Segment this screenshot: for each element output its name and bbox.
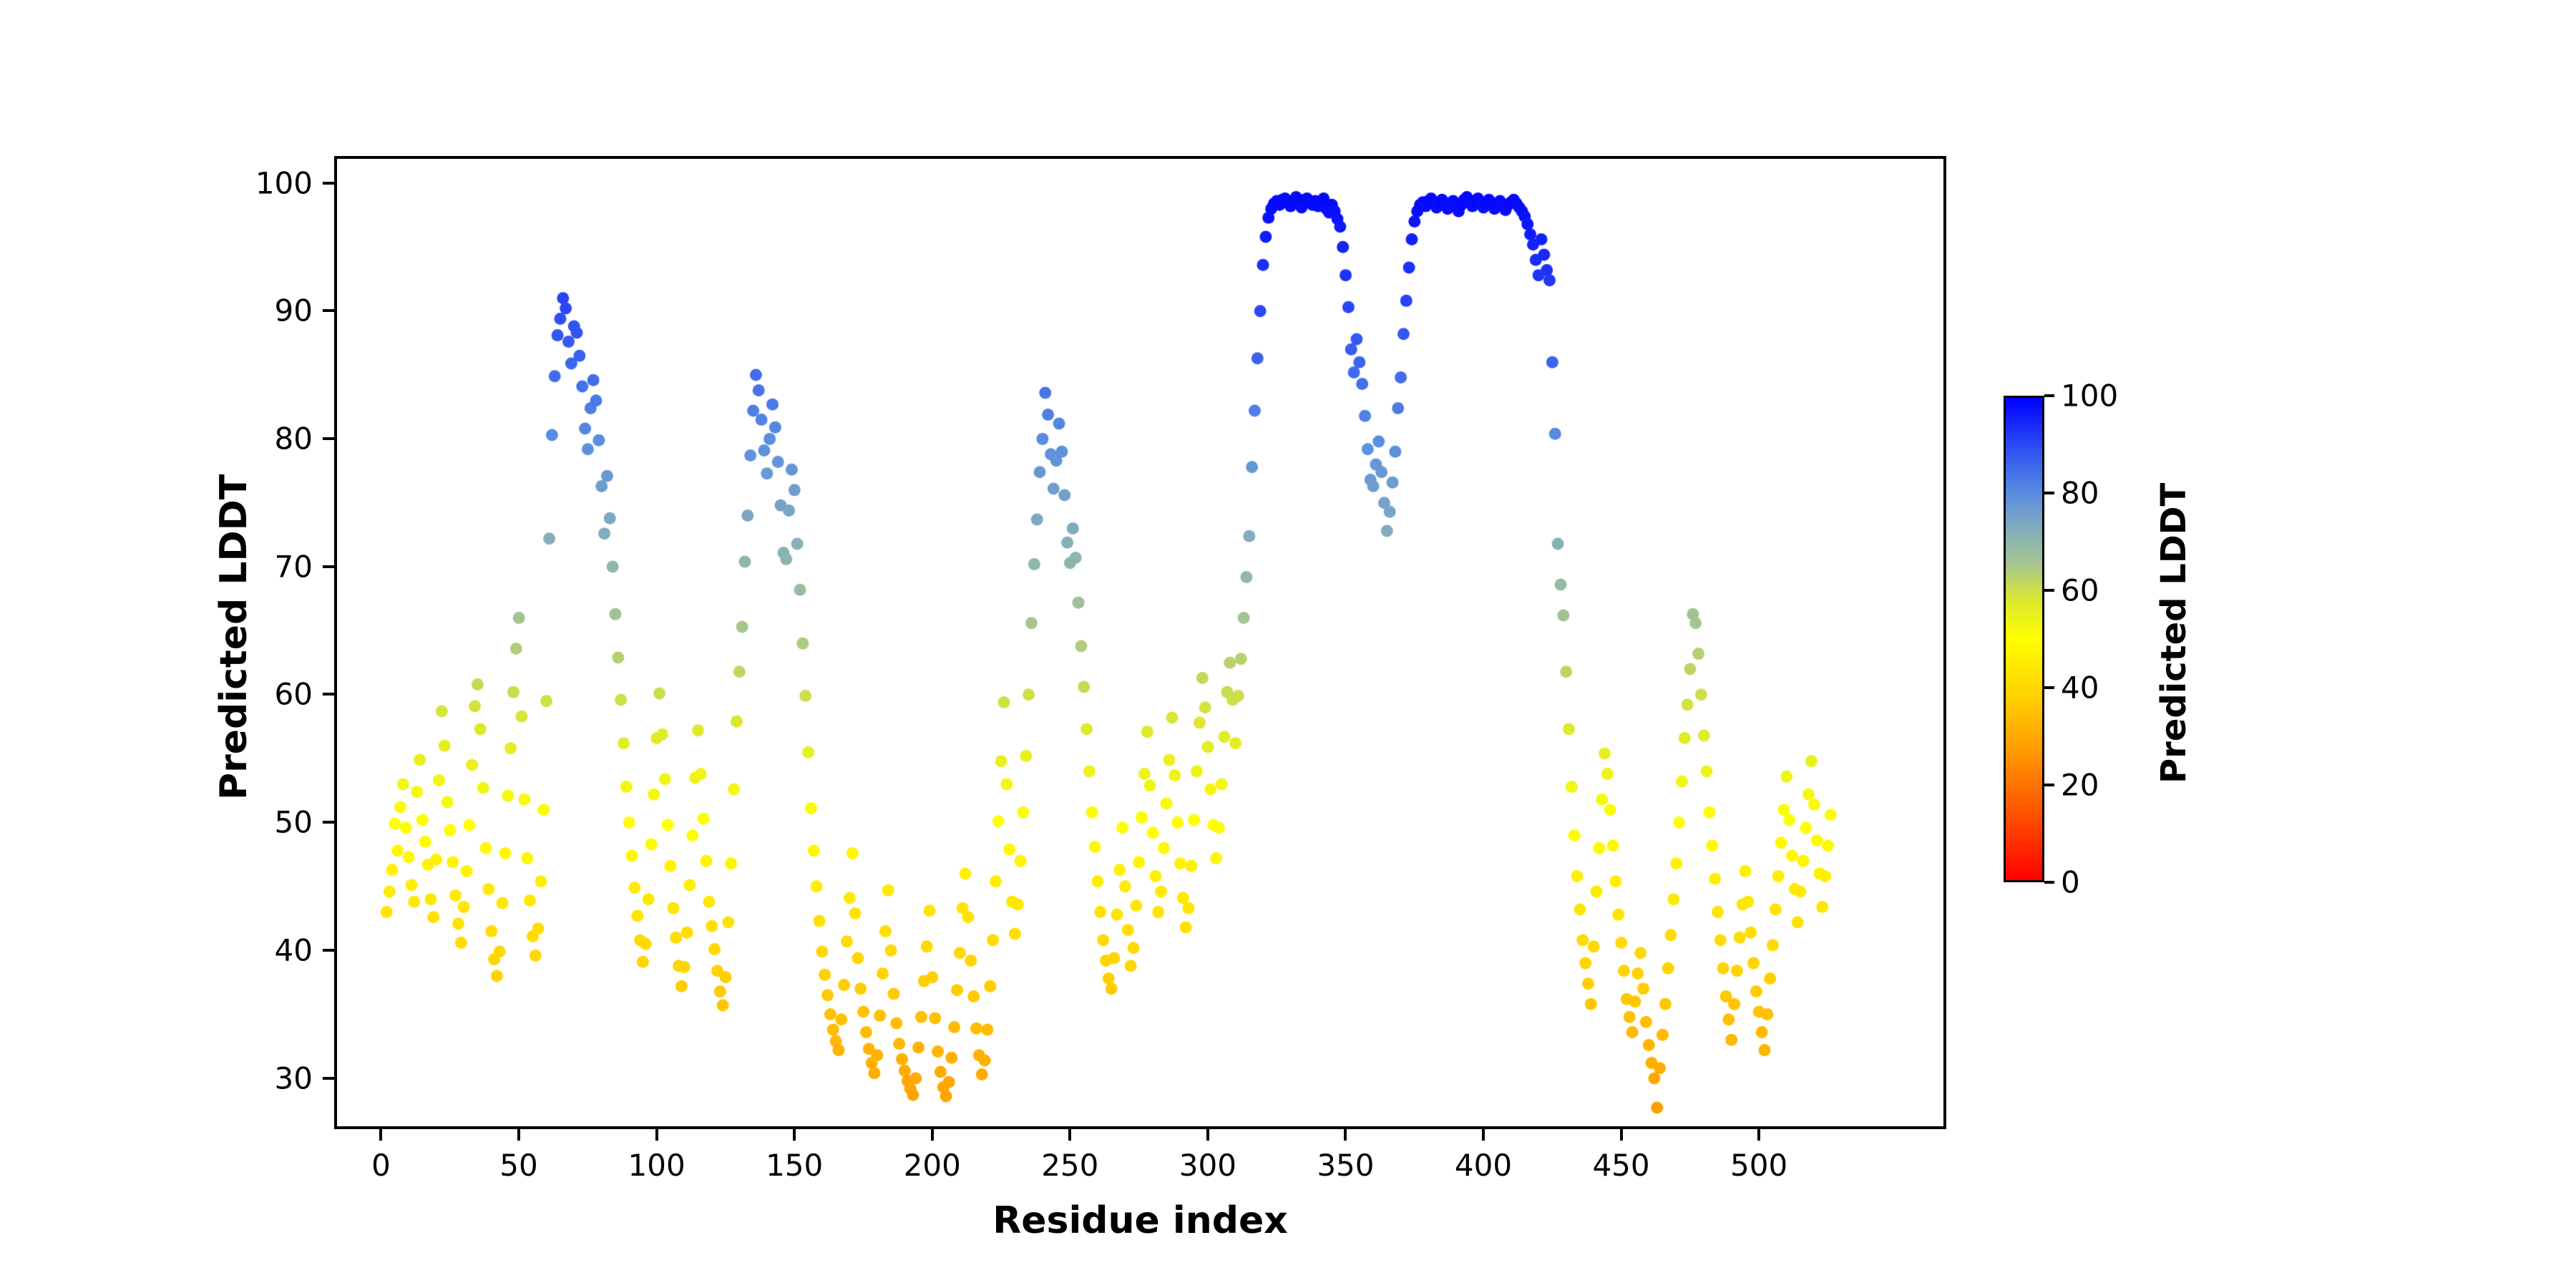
y-axis-label: Predicted LDDT <box>213 474 255 800</box>
x-tick-mark <box>517 1129 521 1141</box>
colorbar-tick-mark <box>2044 394 2054 397</box>
x-tick-label: 450 <box>1592 1148 1650 1183</box>
plot-area <box>334 156 1949 1132</box>
x-tick-label: 300 <box>1179 1148 1236 1183</box>
x-tick-mark <box>1068 1129 1072 1141</box>
colorbar-tick-mark <box>2044 589 2054 592</box>
x-tick-mark <box>1481 1129 1485 1141</box>
scatter-canvas <box>337 159 1949 1132</box>
colorbar-tick-mark <box>2044 784 2054 786</box>
x-tick-mark <box>379 1129 383 1141</box>
colorbar-tick-label: 40 <box>2061 670 2099 706</box>
y-tick-mark <box>323 309 334 313</box>
colorbar-tick-mark <box>2044 686 2054 689</box>
x-tick-mark <box>1619 1129 1623 1141</box>
y-tick-label: 70 <box>274 549 313 585</box>
y-tick-label: 50 <box>274 804 313 840</box>
x-tick-mark <box>1206 1129 1209 1141</box>
x-tick-label: 400 <box>1454 1148 1513 1183</box>
x-tick-mark <box>1757 1129 1761 1141</box>
colorbar-tick-mark <box>2044 492 2054 494</box>
x-axis-label: Residue index <box>992 1199 1288 1242</box>
x-tick-mark <box>930 1129 934 1141</box>
x-tick-mark <box>655 1129 658 1141</box>
y-tick-mark <box>323 436 334 440</box>
colorbar-tick-label: 100 <box>2061 378 2119 414</box>
colorbar-tick-mark <box>2044 881 2054 884</box>
x-tick-label: 150 <box>766 1148 824 1183</box>
x-tick-mark <box>1344 1129 1347 1141</box>
colorbar-tick-label: 80 <box>2061 475 2099 511</box>
colorbar: 0 20 40 60 80 100 <box>2004 379 2118 900</box>
x-tick-label: 350 <box>1317 1148 1375 1183</box>
colorbar-label: Predicted LDDT <box>2154 482 2194 784</box>
y-tick-label: 80 <box>274 421 313 457</box>
y-tick-label: 60 <box>274 676 313 712</box>
y-tick-mark <box>323 181 334 185</box>
x-tick-label: 500 <box>1730 1148 1788 1183</box>
y-tick-label: 30 <box>274 1060 313 1096</box>
x-tick-label: 100 <box>628 1148 686 1183</box>
y-tick-mark <box>323 948 334 952</box>
y-tick-mark <box>323 565 334 568</box>
colorbar-gradient <box>2004 396 2044 882</box>
y-tick-mark <box>323 821 334 824</box>
colorbar-tick-label: 60 <box>2061 572 2099 608</box>
x-tick-mark <box>793 1129 796 1141</box>
colorbar-tick-label: 20 <box>2061 767 2099 803</box>
x-tick-label: 200 <box>903 1148 961 1183</box>
y-tick-label: 100 <box>255 165 313 201</box>
x-tick-label: 0 <box>371 1148 391 1183</box>
y-tick-mark <box>323 693 334 696</box>
x-tick-label: 250 <box>1041 1148 1099 1183</box>
x-tick-label: 50 <box>499 1148 538 1183</box>
y-tick-mark <box>323 1076 334 1080</box>
colorbar-tick-label: 0 <box>2061 864 2080 900</box>
y-tick-label: 40 <box>274 932 313 968</box>
y-tick-label: 90 <box>274 293 313 328</box>
